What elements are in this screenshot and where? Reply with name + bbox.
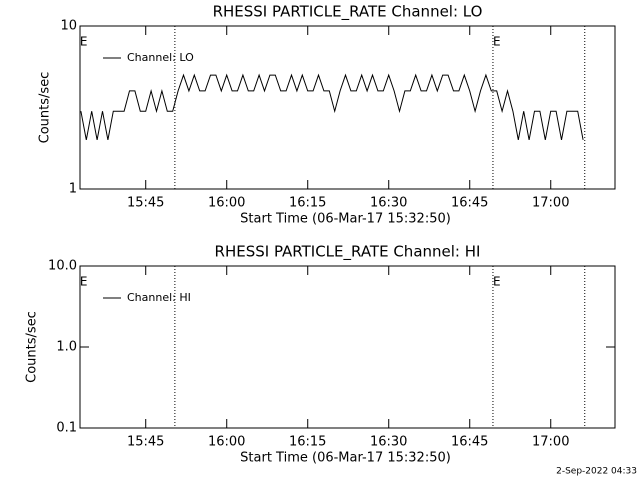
x-tick-label: 15:45 (127, 435, 164, 450)
x-tick-label: 16:30 (370, 435, 407, 450)
x-axis-label: Start Time (06-Mar-17 15:32:50) (240, 451, 451, 466)
x-tick-label: 16:15 (289, 435, 326, 450)
x-tick-label: 15:45 (127, 196, 164, 211)
y-tick-label: 10.0 (48, 259, 77, 274)
plot-frame (79, 25, 616, 190)
x-tick-label: 17:00 (532, 435, 569, 450)
y-tick-label: 10 (60, 19, 77, 34)
event-label: E (493, 275, 501, 289)
y-tick-label: 0.1 (56, 421, 77, 436)
event-label: E (493, 35, 501, 49)
legend-label: Channel: LO (127, 51, 194, 64)
data-line (80, 73, 584, 140)
x-tick-label: 16:00 (208, 435, 245, 450)
event-label: E (80, 35, 88, 49)
x-tick-label: 16:00 (208, 196, 245, 211)
y-axis-label: Counts/sec (25, 311, 40, 383)
x-tick-label: 16:45 (451, 435, 488, 450)
y-tick-label: 1 (69, 182, 77, 197)
chart-title: RHESSI PARTICLE_RATE Channel: LO (213, 3, 483, 22)
x-tick-label: 16:45 (451, 196, 488, 211)
x-tick-label: 16:15 (289, 196, 326, 211)
legend-label: Channel: HI (127, 291, 191, 304)
y-tick-label: 1.0 (56, 340, 77, 355)
x-tick-label: 17:00 (532, 196, 569, 211)
x-axis-label: Start Time (06-Mar-17 15:32:50) (240, 212, 451, 227)
footer: 2-Sep-2022 04:33 (556, 467, 637, 477)
event-label: E (80, 275, 88, 289)
y-axis-label: Counts/sec (38, 72, 53, 144)
chart-title: RHESSI PARTICLE_RATE Channel: HI (215, 243, 481, 262)
x-tick-label: 16:30 (370, 196, 407, 211)
